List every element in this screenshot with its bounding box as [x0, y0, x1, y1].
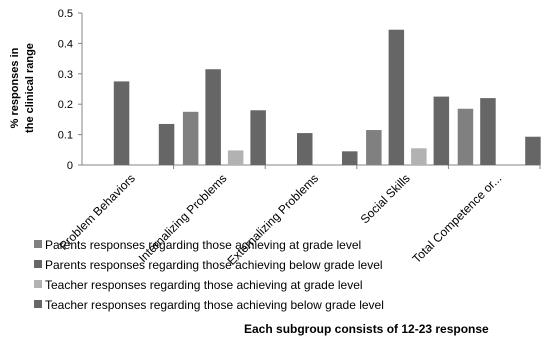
- y-tick-label: 0.2: [58, 99, 73, 111]
- chart-footnote: Each subgroup consists of 12-23 response: [244, 322, 489, 336]
- bar: [411, 148, 427, 165]
- legend-swatch: [34, 260, 42, 268]
- bar: [480, 98, 496, 165]
- x-tick-label: Externalizing Problems: [224, 171, 321, 268]
- bar: [205, 69, 221, 165]
- y-tick-label: 0.4: [58, 38, 73, 50]
- legend-label: Teacher responses regarding those achiev…: [45, 278, 363, 292]
- legend-swatch: [34, 240, 42, 248]
- y-axis-label-line1: % responses in: [9, 47, 21, 128]
- bar: [433, 96, 450, 165]
- x-tick-label: Social Skills: [358, 171, 413, 226]
- legend-label: Parents responses regarding those achiev…: [45, 238, 361, 252]
- x-tick-label: Total Competence or...: [410, 171, 505, 266]
- y-tick-label: 0.3: [58, 69, 73, 81]
- bar: [457, 108, 474, 165]
- bar: [525, 136, 541, 165]
- bar: [158, 123, 175, 165]
- legend-swatch: [34, 280, 42, 288]
- y-tick-label: 0: [67, 160, 73, 172]
- bar: [250, 110, 266, 165]
- bar: [366, 130, 382, 165]
- bar: [342, 151, 358, 165]
- legend-swatch: [34, 300, 42, 308]
- bar: [113, 81, 130, 165]
- legend: Parents responses regarding those achiev…: [34, 238, 384, 312]
- legend-label: Parents responses regarding those achiev…: [45, 258, 383, 272]
- y-tick-label: 0.5: [58, 8, 73, 20]
- legend-label: Teacher responses regarding those achiev…: [45, 298, 384, 312]
- y-axis-label-line2: the clinical range: [24, 43, 36, 133]
- bar: [182, 111, 199, 165]
- bar: [297, 133, 313, 165]
- bars: [113, 29, 541, 165]
- y-tick-labels: 0 0.1 0.2 0.3 0.4 0.5: [58, 8, 73, 172]
- bar: [388, 29, 405, 165]
- bar: [227, 150, 244, 165]
- y-tick-label: 0.1: [58, 130, 73, 142]
